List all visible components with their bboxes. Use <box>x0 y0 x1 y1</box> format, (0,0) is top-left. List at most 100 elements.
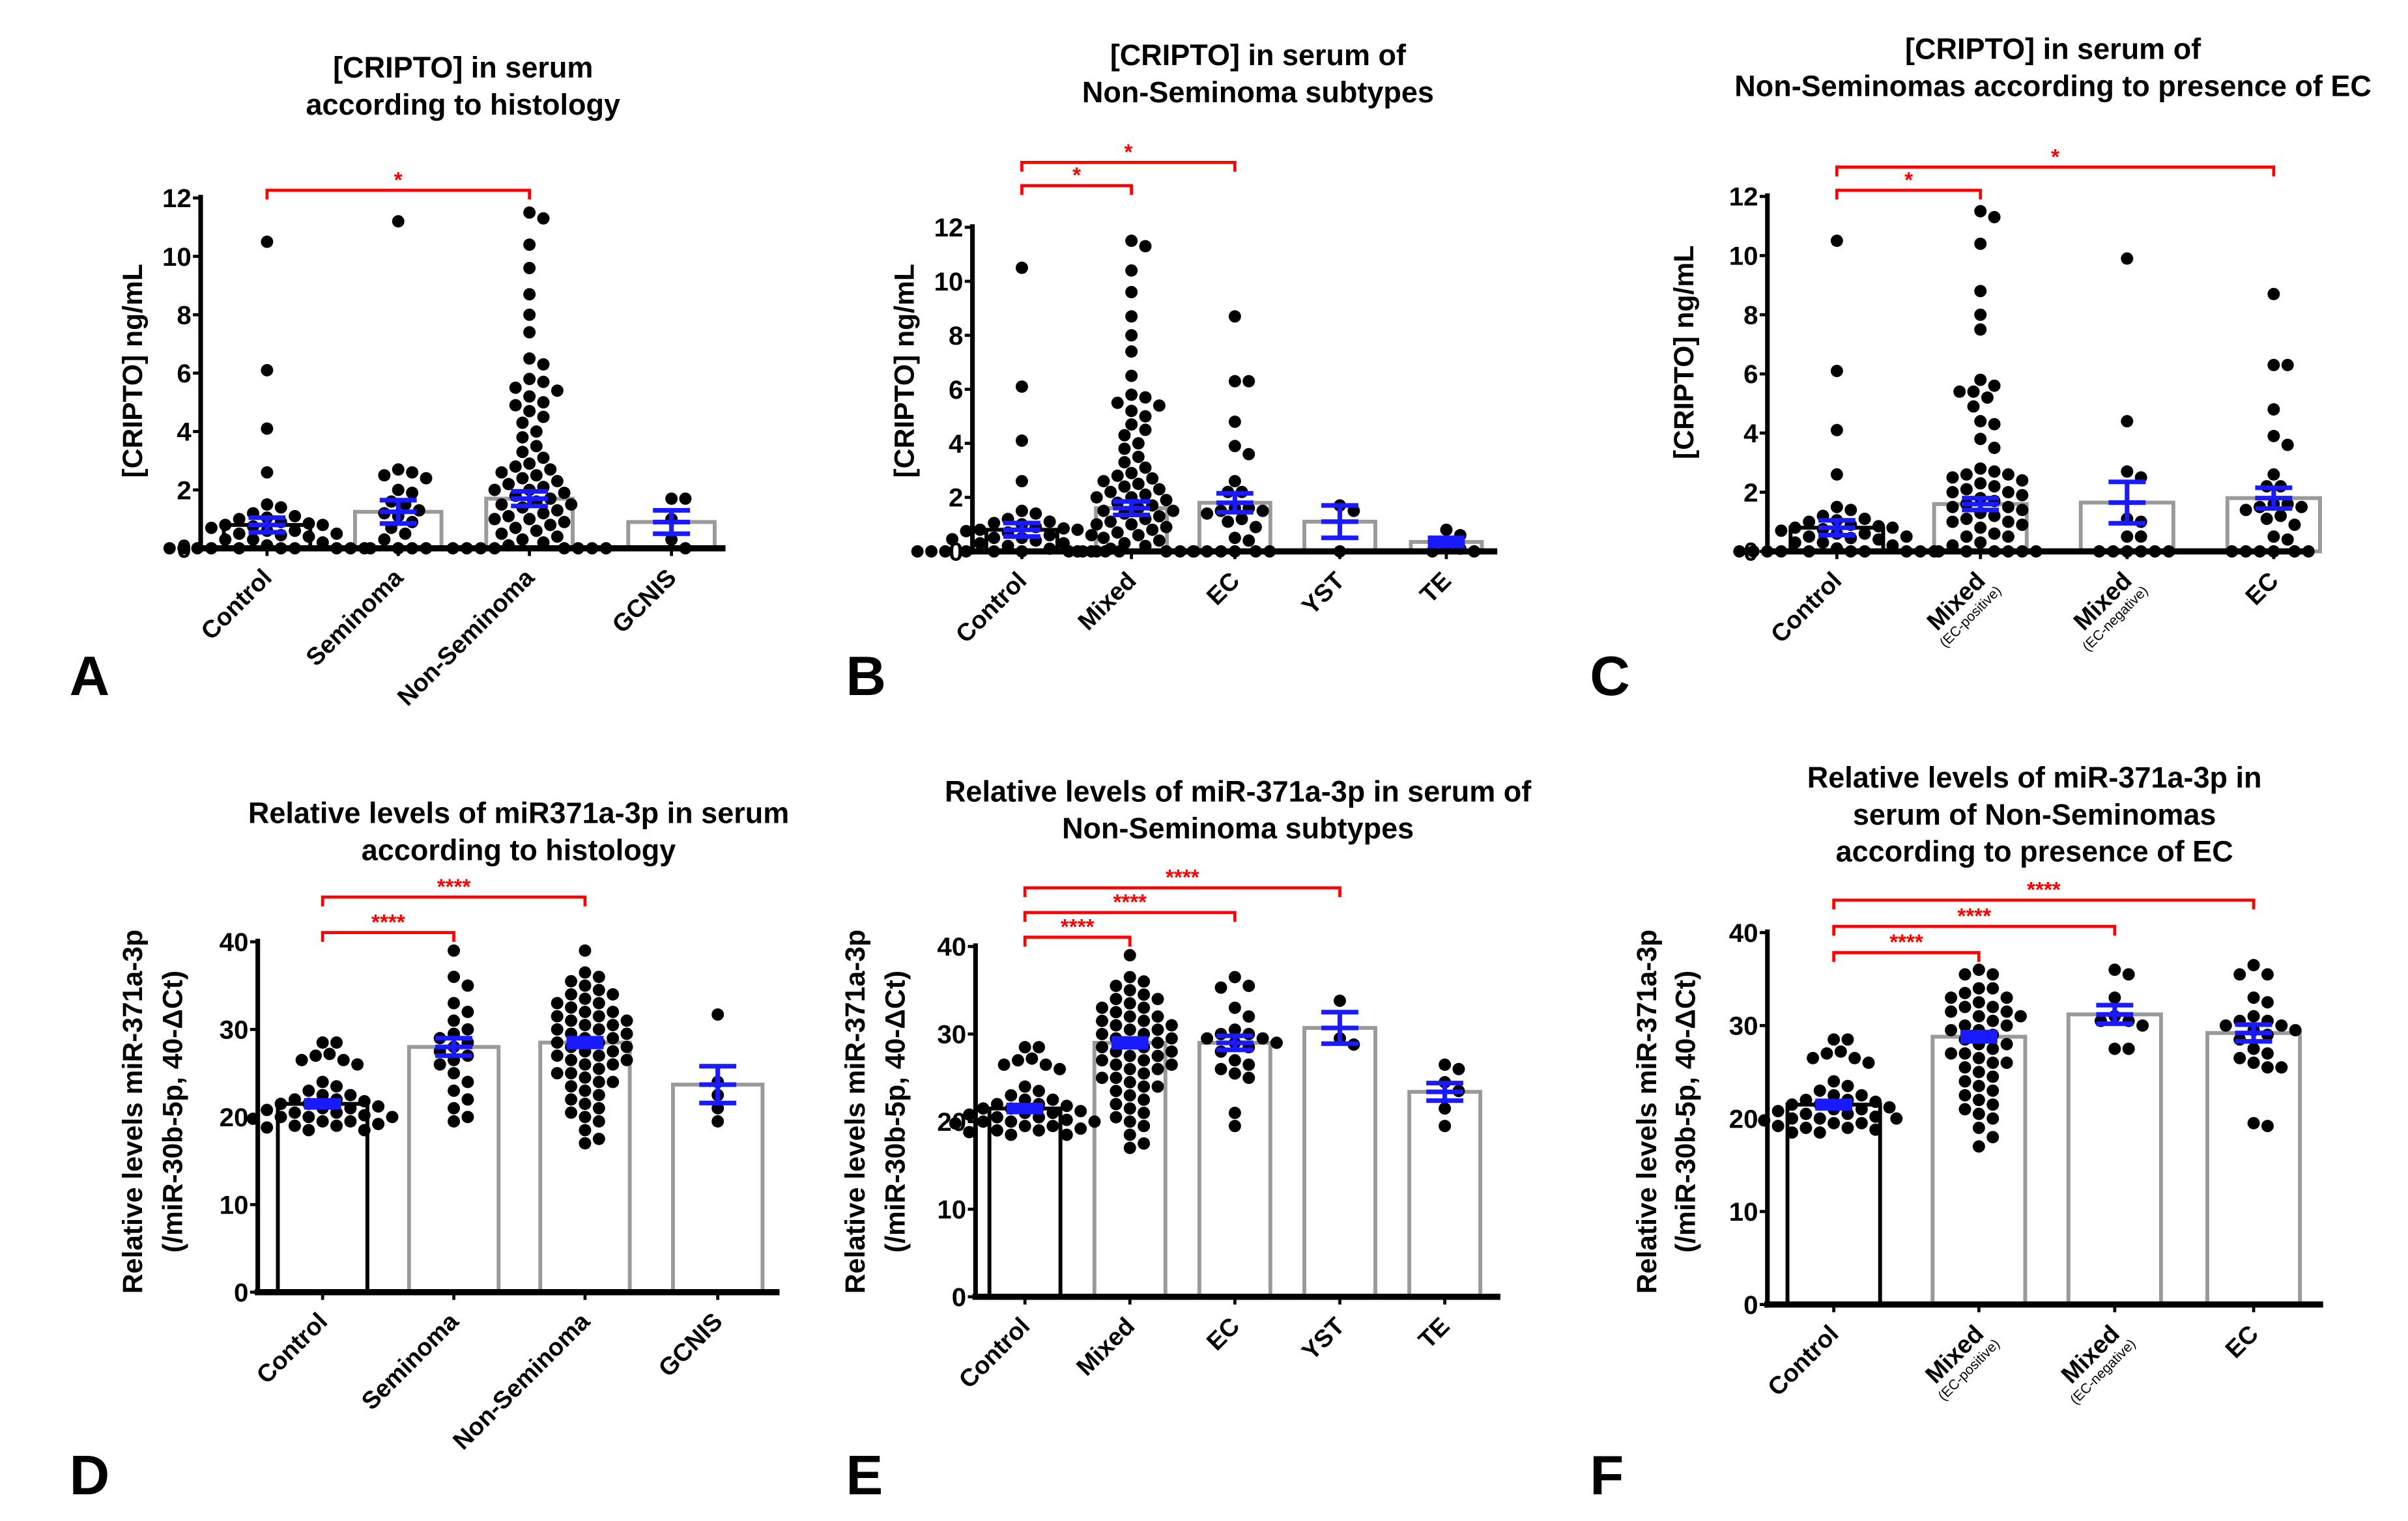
data-point <box>1986 982 2000 995</box>
data-point <box>1228 475 1241 488</box>
panel-d: Relative levels of miR371a-3p in serum ac… <box>70 796 790 1507</box>
data-point <box>1986 1112 2000 1125</box>
data-point <box>1228 1023 1241 1036</box>
data-point <box>1057 522 1070 535</box>
data-point <box>1958 986 1971 999</box>
data-point <box>1803 530 1816 543</box>
data-point <box>988 517 1001 530</box>
data-point <box>378 469 391 482</box>
data-point <box>233 527 246 540</box>
data-point <box>1733 545 1746 558</box>
data-point <box>1123 971 1136 984</box>
data-point <box>1015 380 1028 393</box>
data-point <box>1788 521 1801 534</box>
data-point <box>2121 530 2134 543</box>
data-point <box>205 521 218 534</box>
data-point <box>1097 504 1110 517</box>
data-point <box>1138 1067 1151 1080</box>
data-point <box>2001 468 2014 481</box>
data-point <box>516 533 529 546</box>
data-point <box>2275 1061 2288 1074</box>
data-point <box>1029 507 1042 520</box>
data-point <box>1138 1080 1151 1093</box>
data-point <box>1972 1094 1985 1107</box>
data-point <box>2121 415 2134 428</box>
significance-bracket <box>1835 188 1983 200</box>
data-point <box>1242 1059 1255 1071</box>
data-point <box>316 1036 329 1049</box>
panel-letter: A <box>70 646 110 707</box>
data-point <box>1138 1106 1151 1119</box>
data-point <box>1033 1041 1046 1054</box>
data-point <box>1054 1062 1067 1075</box>
data-point <box>579 1137 592 1150</box>
data-point <box>946 533 959 546</box>
data-point <box>1123 1102 1136 1115</box>
data-point <box>219 533 232 546</box>
data-point <box>1834 1045 1847 1058</box>
data-point <box>1123 984 1136 997</box>
data-point <box>316 519 329 532</box>
data-point <box>665 533 678 546</box>
data-point <box>592 1023 605 1036</box>
data-point <box>261 1103 274 1116</box>
data-point <box>1803 515 1816 528</box>
data-point <box>997 1059 1010 1071</box>
data-point <box>1228 415 1241 428</box>
data-point <box>1125 264 1138 277</box>
data-point <box>620 1053 633 1066</box>
data-point <box>1855 1088 1868 1102</box>
data-point <box>1972 1079 1985 1092</box>
data-point <box>516 416 529 429</box>
error-bar <box>2096 1002 2134 1027</box>
data-point <box>1090 518 1103 531</box>
data-point <box>1972 996 1985 1009</box>
data-point <box>261 1121 274 1134</box>
data-point <box>565 1067 578 1080</box>
chart-title-line: Relative levels of miR-371a-3p in <box>1807 761 2262 794</box>
data-point <box>1111 469 1124 482</box>
data-point <box>579 1098 592 1111</box>
data-point <box>392 463 405 476</box>
panel-letter: F <box>1590 1445 1624 1507</box>
data-point <box>1972 1051 1985 1064</box>
panel-letter: D <box>70 1445 110 1507</box>
data-point <box>592 1088 605 1102</box>
data-point <box>509 381 522 394</box>
data-point <box>1125 329 1138 342</box>
data-point <box>1060 1128 1073 1141</box>
data-point <box>502 509 515 522</box>
error-bar <box>1216 490 1254 515</box>
data-point <box>1151 993 1164 1006</box>
significance-bracket <box>1832 951 1981 962</box>
data-point <box>1974 323 1987 336</box>
data-point <box>607 1005 620 1018</box>
data-point <box>1988 527 2001 540</box>
data-point <box>1125 345 1138 358</box>
data-point <box>1097 532 1110 545</box>
data-point <box>1958 1019 1971 1032</box>
data-point <box>1139 240 1152 253</box>
data-point <box>1139 423 1152 436</box>
data-point <box>1960 530 1973 543</box>
data-point <box>523 206 536 219</box>
significance-bracket <box>1023 886 1341 898</box>
data-point <box>579 1058 592 1071</box>
data-point <box>2281 358 2294 371</box>
data-point <box>1125 405 1138 418</box>
y-tick-label: 20 <box>220 1103 249 1132</box>
data-point <box>1160 494 1173 507</box>
x-tick-label: Control <box>1766 567 1847 649</box>
data-point <box>233 513 246 526</box>
data-point <box>990 1111 1003 1124</box>
data-point <box>537 507 550 520</box>
data-point <box>1123 1062 1136 1075</box>
data-point <box>1165 1059 1178 1071</box>
y-tick-label: 40 <box>220 928 249 957</box>
error-bar <box>653 507 691 536</box>
data-point <box>461 1075 474 1088</box>
significance-bracket <box>1832 924 2117 936</box>
data-point <box>1139 391 1152 404</box>
significance-label: **** <box>1889 931 1923 955</box>
data-point <box>523 262 536 274</box>
